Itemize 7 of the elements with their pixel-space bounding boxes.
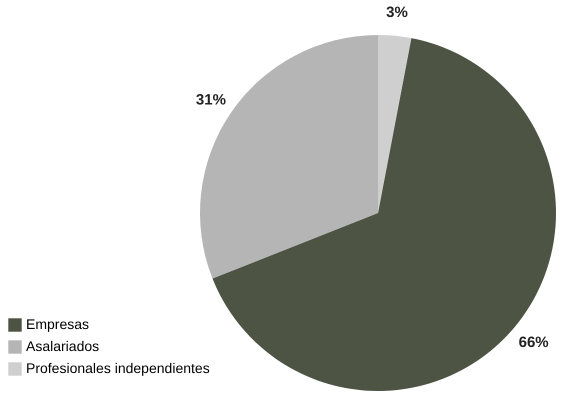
legend-label: Asalariados [26,338,100,354]
legend-label: Profesionales independientes [26,360,210,376]
data-label: 66% [518,334,549,351]
data-label: 3% [386,4,408,21]
legend-label: Empresas [26,316,90,332]
data-label: 31% [196,91,226,108]
pie-slice [378,35,412,213]
